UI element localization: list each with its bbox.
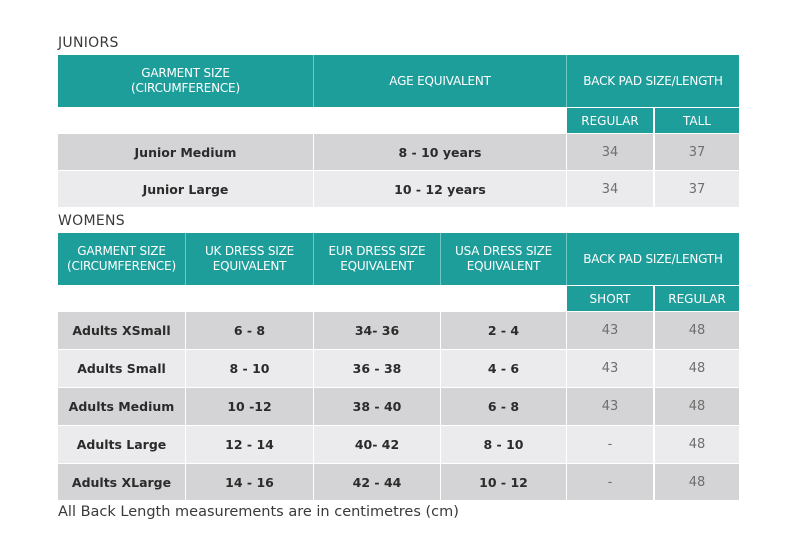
womens-row2-garment: Adults Small xyxy=(58,350,185,387)
womens-row4-garment: Adults Large xyxy=(58,426,185,463)
womens-row4-regular: 48 xyxy=(655,426,739,463)
womens-row1-regular: 48 xyxy=(655,312,739,349)
juniors-row2-garment: Junior Large xyxy=(58,171,313,207)
womens-row5-short: - xyxy=(567,464,653,500)
juniors-header-back-pad: BACK PAD SIZE/LENGTH xyxy=(567,55,739,107)
womens-header-eur: EUR DRESS SIZE EQUIVALENT xyxy=(314,233,440,285)
womens-row1-garment: Adults XSmall xyxy=(58,312,185,349)
juniors-subheader-tall: TALL xyxy=(655,108,739,133)
juniors-section-title: JUNIORS xyxy=(58,35,119,51)
womens-row5-regular: 48 xyxy=(655,464,739,500)
womens-row2-usa: 4 - 6 xyxy=(441,350,566,387)
womens-header-uk: UK DRESS SIZE EQUIVALENT xyxy=(186,233,313,285)
womens-row1-short: 43 xyxy=(567,312,653,349)
juniors-row1-regular: 34 xyxy=(567,134,653,170)
womens-header-back-pad: BACK PAD SIZE/LENGTH xyxy=(567,233,739,285)
juniors-row2-age: 10 - 12 years xyxy=(314,171,566,207)
juniors-row2-tall: 37 xyxy=(655,171,739,207)
womens-row4-uk: 12 - 14 xyxy=(186,426,313,463)
womens-row3-garment: Adults Medium xyxy=(58,388,185,425)
womens-row3-uk: 10 -12 xyxy=(186,388,313,425)
womens-row3-regular: 48 xyxy=(655,388,739,425)
womens-header-garment-size: GARMENT SIZE (CIRCUMFERENCE) xyxy=(58,233,185,285)
womens-row4-usa: 8 - 10 xyxy=(441,426,566,463)
womens-row3-short: 43 xyxy=(567,388,653,425)
womens-row5-usa: 10 - 12 xyxy=(441,464,566,500)
womens-section-title: WOMENS xyxy=(58,213,125,229)
juniors-header-garment-size: GARMENT SIZE (CIRCUMFERENCE) xyxy=(58,55,313,107)
womens-row4-short: - xyxy=(567,426,653,463)
womens-row1-usa: 2 - 4 xyxy=(441,312,566,349)
womens-row5-uk: 14 - 16 xyxy=(186,464,313,500)
juniors-row2-regular: 34 xyxy=(567,171,653,207)
juniors-row1-garment: Junior Medium xyxy=(58,134,313,170)
womens-row5-garment: Adults XLarge xyxy=(58,464,185,500)
womens-row1-eur: 34- 36 xyxy=(314,312,440,349)
juniors-header-age-equivalent: AGE EQUIVALENT xyxy=(314,55,566,107)
juniors-row1-tall: 37 xyxy=(655,134,739,170)
juniors-row1-age: 8 - 10 years xyxy=(314,134,566,170)
womens-row2-regular: 48 xyxy=(655,350,739,387)
womens-row1-uk: 6 - 8 xyxy=(186,312,313,349)
womens-header-usa: USA DRESS SIZE EQUIVALENT xyxy=(441,233,566,285)
womens-row2-uk: 8 - 10 xyxy=(186,350,313,387)
womens-row5-eur: 42 - 44 xyxy=(314,464,440,500)
womens-row3-eur: 38 - 40 xyxy=(314,388,440,425)
measurement-footnote: All Back Length measurements are in cent… xyxy=(58,504,459,520)
womens-subheader-regular: REGULAR xyxy=(655,286,739,311)
womens-row2-short: 43 xyxy=(567,350,653,387)
juniors-subheader-regular: REGULAR xyxy=(567,108,653,133)
womens-row4-eur: 40- 42 xyxy=(314,426,440,463)
womens-subheader-short: SHORT xyxy=(567,286,653,311)
womens-row2-eur: 36 - 38 xyxy=(314,350,440,387)
womens-row3-usa: 6 - 8 xyxy=(441,388,566,425)
